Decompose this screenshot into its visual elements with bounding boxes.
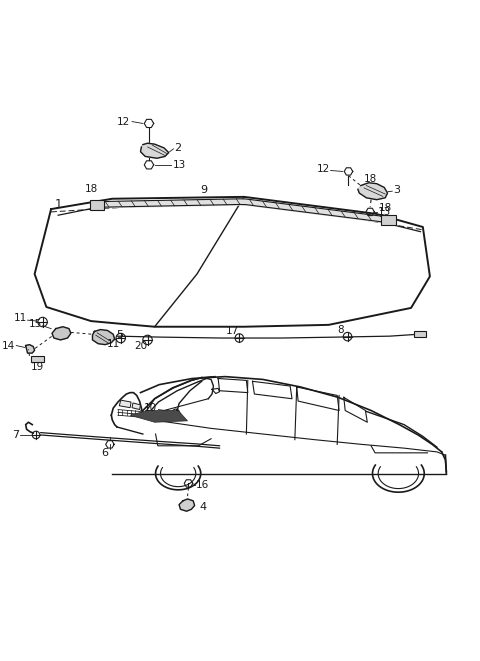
Text: 8: 8 (337, 325, 344, 334)
Text: 1: 1 (54, 198, 62, 211)
FancyBboxPatch shape (414, 330, 426, 337)
Polygon shape (132, 403, 141, 410)
Text: 12: 12 (316, 164, 330, 174)
Text: 13: 13 (378, 207, 391, 217)
Text: 2: 2 (174, 143, 181, 153)
Polygon shape (120, 400, 131, 408)
Text: 14: 14 (2, 340, 15, 350)
Text: 6: 6 (102, 448, 108, 458)
Polygon shape (141, 143, 169, 158)
Text: 11: 11 (107, 338, 120, 348)
Text: 19: 19 (31, 362, 45, 372)
Text: 18: 18 (84, 184, 98, 194)
Text: 15: 15 (28, 319, 42, 329)
FancyBboxPatch shape (382, 215, 396, 225)
Polygon shape (25, 344, 35, 353)
Text: 18: 18 (379, 203, 392, 213)
Text: 13: 13 (172, 160, 186, 170)
Text: 9: 9 (201, 185, 207, 195)
Text: 17: 17 (226, 325, 239, 336)
Text: 20: 20 (134, 340, 147, 350)
Text: 10: 10 (144, 403, 157, 413)
Text: 7: 7 (12, 430, 19, 440)
Polygon shape (179, 499, 194, 511)
Text: 5: 5 (116, 330, 123, 340)
Polygon shape (130, 410, 188, 422)
Polygon shape (93, 330, 115, 344)
Text: 3: 3 (394, 185, 401, 195)
Text: 12: 12 (117, 116, 130, 126)
Text: 4: 4 (199, 502, 206, 512)
FancyBboxPatch shape (90, 200, 104, 210)
Text: 18: 18 (363, 174, 377, 184)
FancyBboxPatch shape (31, 356, 45, 362)
Polygon shape (358, 182, 387, 200)
Text: 16: 16 (196, 480, 209, 490)
Polygon shape (52, 327, 71, 340)
Text: 11: 11 (13, 313, 26, 323)
